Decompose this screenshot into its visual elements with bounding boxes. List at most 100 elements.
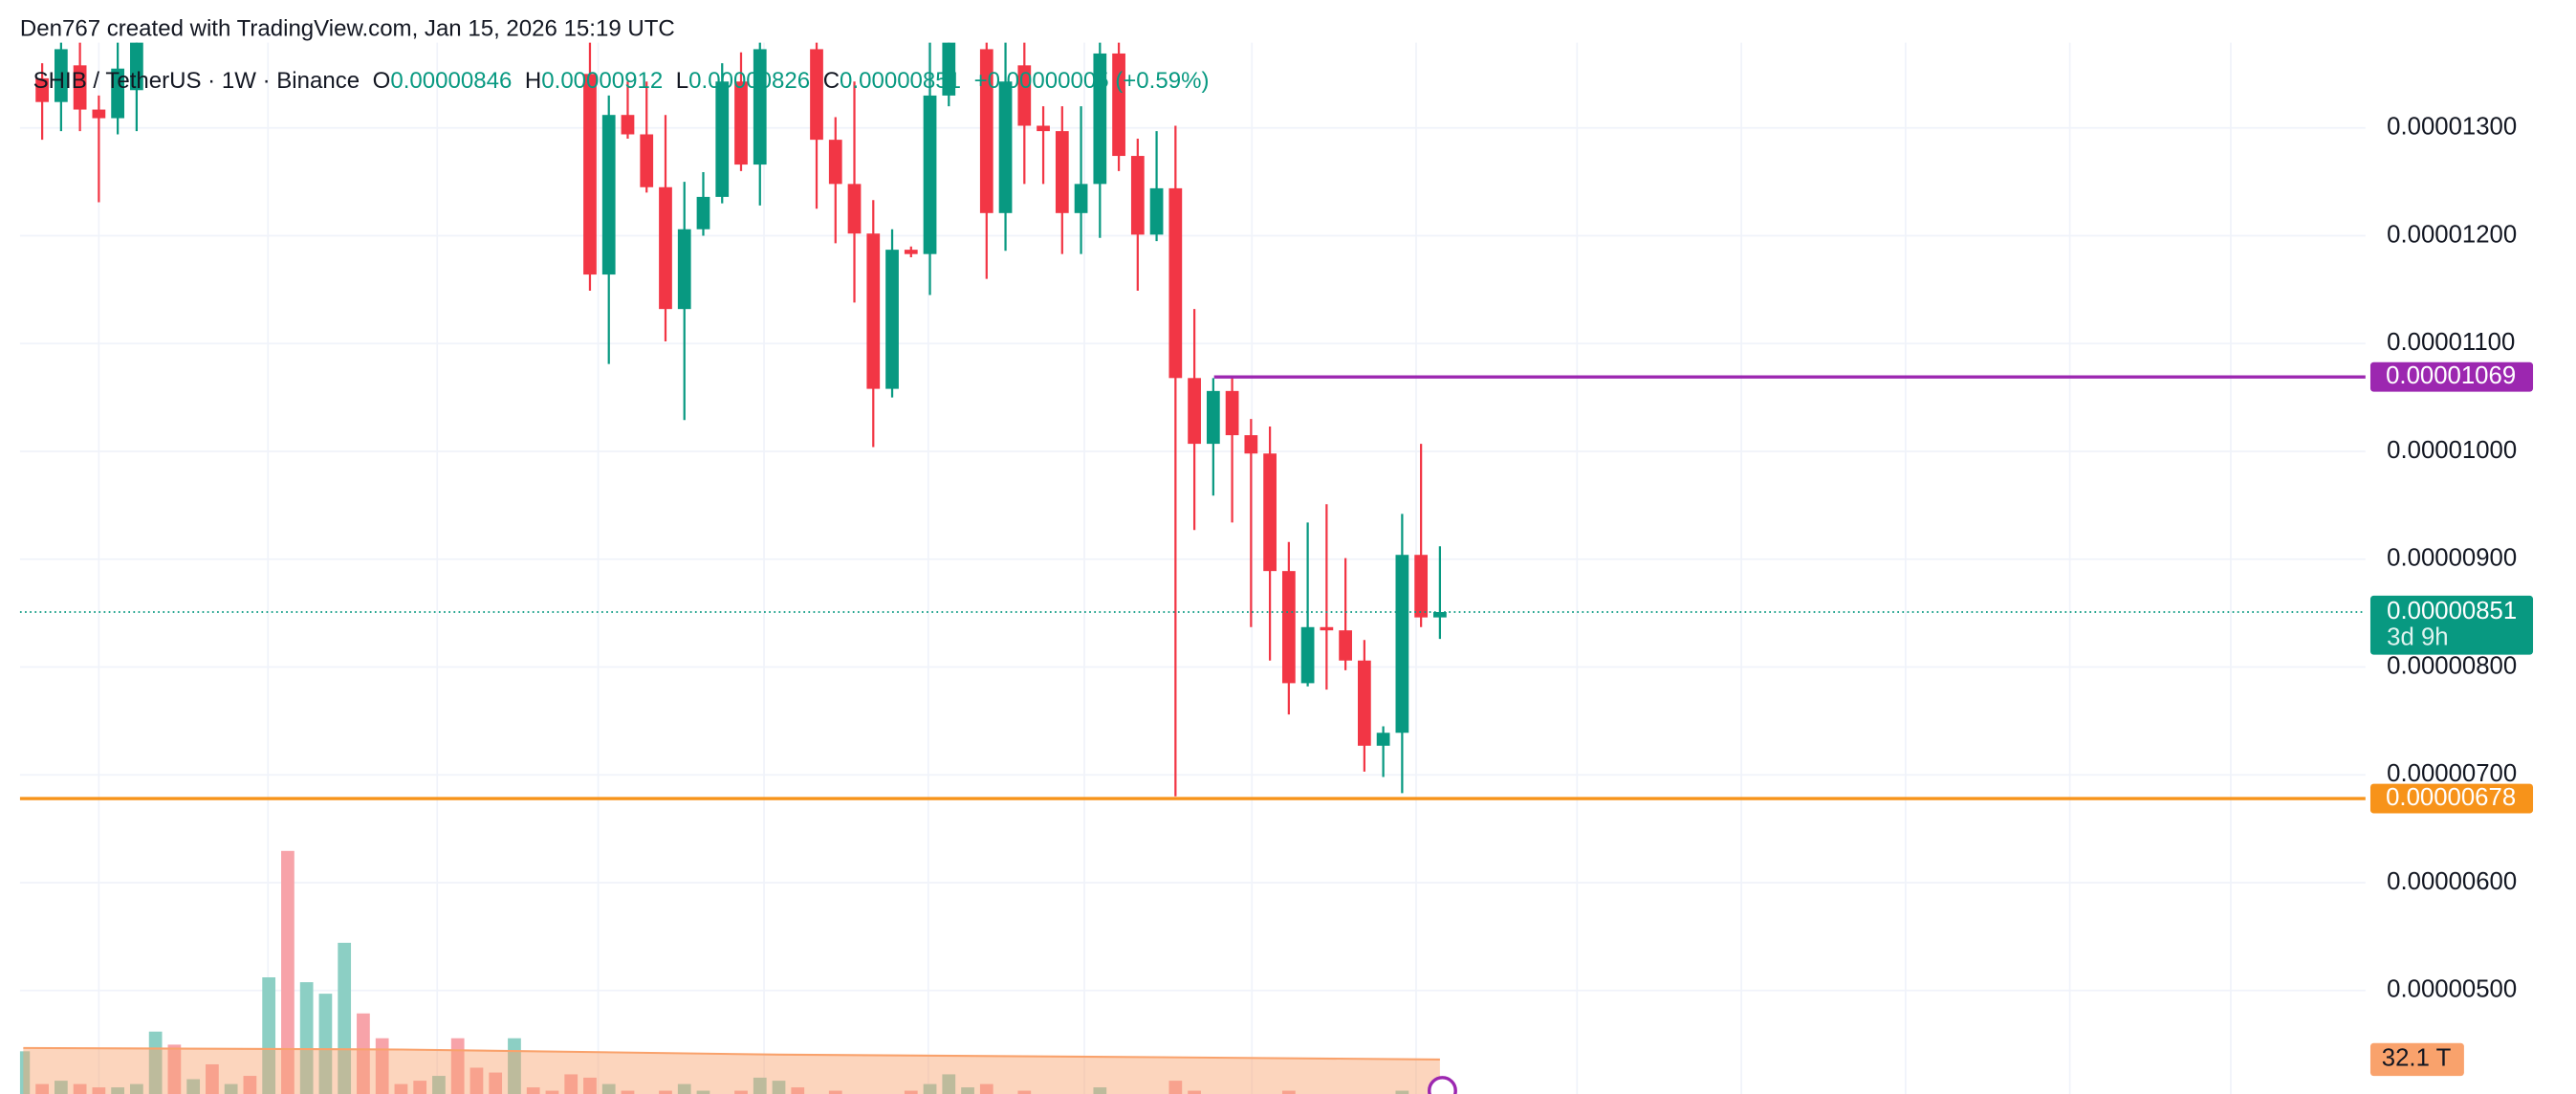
y-tick-label: 0.00000800 (2387, 652, 2517, 679)
legend-key: L (676, 68, 688, 94)
y-tick-label: 0.00001000 (2387, 437, 2517, 464)
legend: SHIB / TetherUS · 1W · Binance O0.000008… (33, 68, 1210, 94)
price-axis: 0.00001300 0.00001200 0.00001100 0.00001000… (2387, 114, 2517, 1003)
volume-bar (413, 1081, 427, 1094)
candle-body (1130, 156, 1145, 235)
volume-bar (734, 1090, 748, 1094)
y-tick-label: 0.00000700 (2387, 760, 2517, 787)
volume-bar (54, 1081, 68, 1094)
volume-bar (696, 1090, 710, 1094)
volume-bar (1017, 1090, 1032, 1094)
y-tick-label: 0.00001200 (2387, 221, 2517, 248)
candle-body (696, 196, 710, 230)
volume-bar (338, 942, 352, 1094)
volume-bar (621, 1090, 635, 1094)
volume-bar (281, 850, 295, 1094)
volume-bar (318, 994, 333, 1094)
volume-bar (961, 1087, 974, 1094)
candle-body (583, 74, 597, 275)
price-line-label: 0.00001069 (2386, 362, 2516, 389)
candle-body (1300, 626, 1315, 684)
price-line-tag (2369, 783, 2534, 814)
volume-bar (1093, 1087, 1107, 1094)
candle-body (1395, 555, 1409, 733)
volume-bar (508, 1038, 521, 1094)
volume-bar (753, 1077, 767, 1094)
candle-body (1376, 733, 1390, 746)
volume-bar (130, 1083, 143, 1094)
candle-body (753, 49, 767, 165)
candle-body (1188, 378, 1201, 445)
candle-body (1281, 571, 1296, 684)
price-line-tag (2369, 361, 2534, 392)
candle-body (847, 184, 862, 234)
volume-bar (92, 1087, 106, 1094)
volume-bar (206, 1063, 219, 1094)
candle-body (1225, 390, 1239, 436)
volume-bar (583, 1077, 597, 1094)
candle-body (621, 115, 635, 135)
y-tick-label: 0.00000900 (2387, 545, 2517, 572)
volume-ma-label: 32.1 T (2382, 1045, 2452, 1072)
candle-body (1433, 611, 1447, 618)
legend-value: 0.00000851 (840, 68, 961, 94)
candle-body (1149, 187, 1164, 235)
candle-body (130, 42, 143, 91)
volume-bar (942, 1074, 956, 1094)
candle-body (640, 134, 654, 187)
volume-bar (791, 1087, 805, 1094)
candle-body (1017, 65, 1032, 126)
candle-body (1414, 555, 1429, 618)
candle-body (885, 250, 899, 389)
volume-bar (564, 1074, 579, 1094)
candles (35, 42, 1447, 797)
volume-ma-tag (2369, 1042, 2464, 1077)
volume-bar (677, 1083, 691, 1094)
candle-body (92, 109, 106, 119)
volume-bar (601, 1083, 616, 1094)
candle-body (998, 81, 1013, 213)
volume-bar (1395, 1090, 1409, 1094)
candle-body (1339, 630, 1352, 661)
candle-body (1074, 184, 1088, 213)
legend-value: 0.00000912 (541, 68, 663, 94)
last-price-label: 0.00000851 (2387, 598, 2517, 624)
candle-body (54, 49, 68, 102)
candle-body (1112, 53, 1125, 157)
volume-bar (1281, 1090, 1296, 1094)
volume-pane (19, 850, 1440, 1094)
volume-bar (394, 1083, 408, 1094)
price-line-label: 0.00000678 (2386, 784, 2516, 811)
candle-body (715, 81, 730, 197)
volume-bar (923, 1083, 937, 1094)
volume-bar (357, 1013, 370, 1094)
volume-ma-area (23, 1047, 1440, 1094)
candle-body (923, 95, 937, 254)
legend-key: H (525, 68, 541, 94)
volume-bar (243, 1076, 257, 1094)
volume-bar (186, 1079, 201, 1094)
candle-body (1055, 131, 1069, 213)
candle-body (904, 250, 918, 254)
volume-bar (469, 1067, 484, 1094)
candle-body (810, 49, 823, 141)
countdown: 3d 9h (2387, 624, 2448, 650)
candle-body (677, 229, 691, 310)
candle-body (828, 140, 842, 185)
candle-body (601, 115, 616, 275)
volume-bar (299, 982, 314, 1094)
attribution: Den767 created with TradingView.com, Jan… (20, 15, 675, 41)
y-tick-label: 0.00001300 (2387, 114, 2517, 141)
last-price-tag (2369, 595, 2534, 655)
event-icon[interactable] (1428, 1076, 1457, 1094)
candle-body (1168, 187, 1183, 379)
volume-bar (375, 1038, 389, 1094)
legend-value: 0.00000846 (390, 68, 512, 94)
legend-key: C (823, 68, 840, 94)
volume-bar (19, 1051, 31, 1094)
y-tick-label: 0.00000600 (2387, 868, 2517, 895)
candle-body (734, 81, 748, 165)
